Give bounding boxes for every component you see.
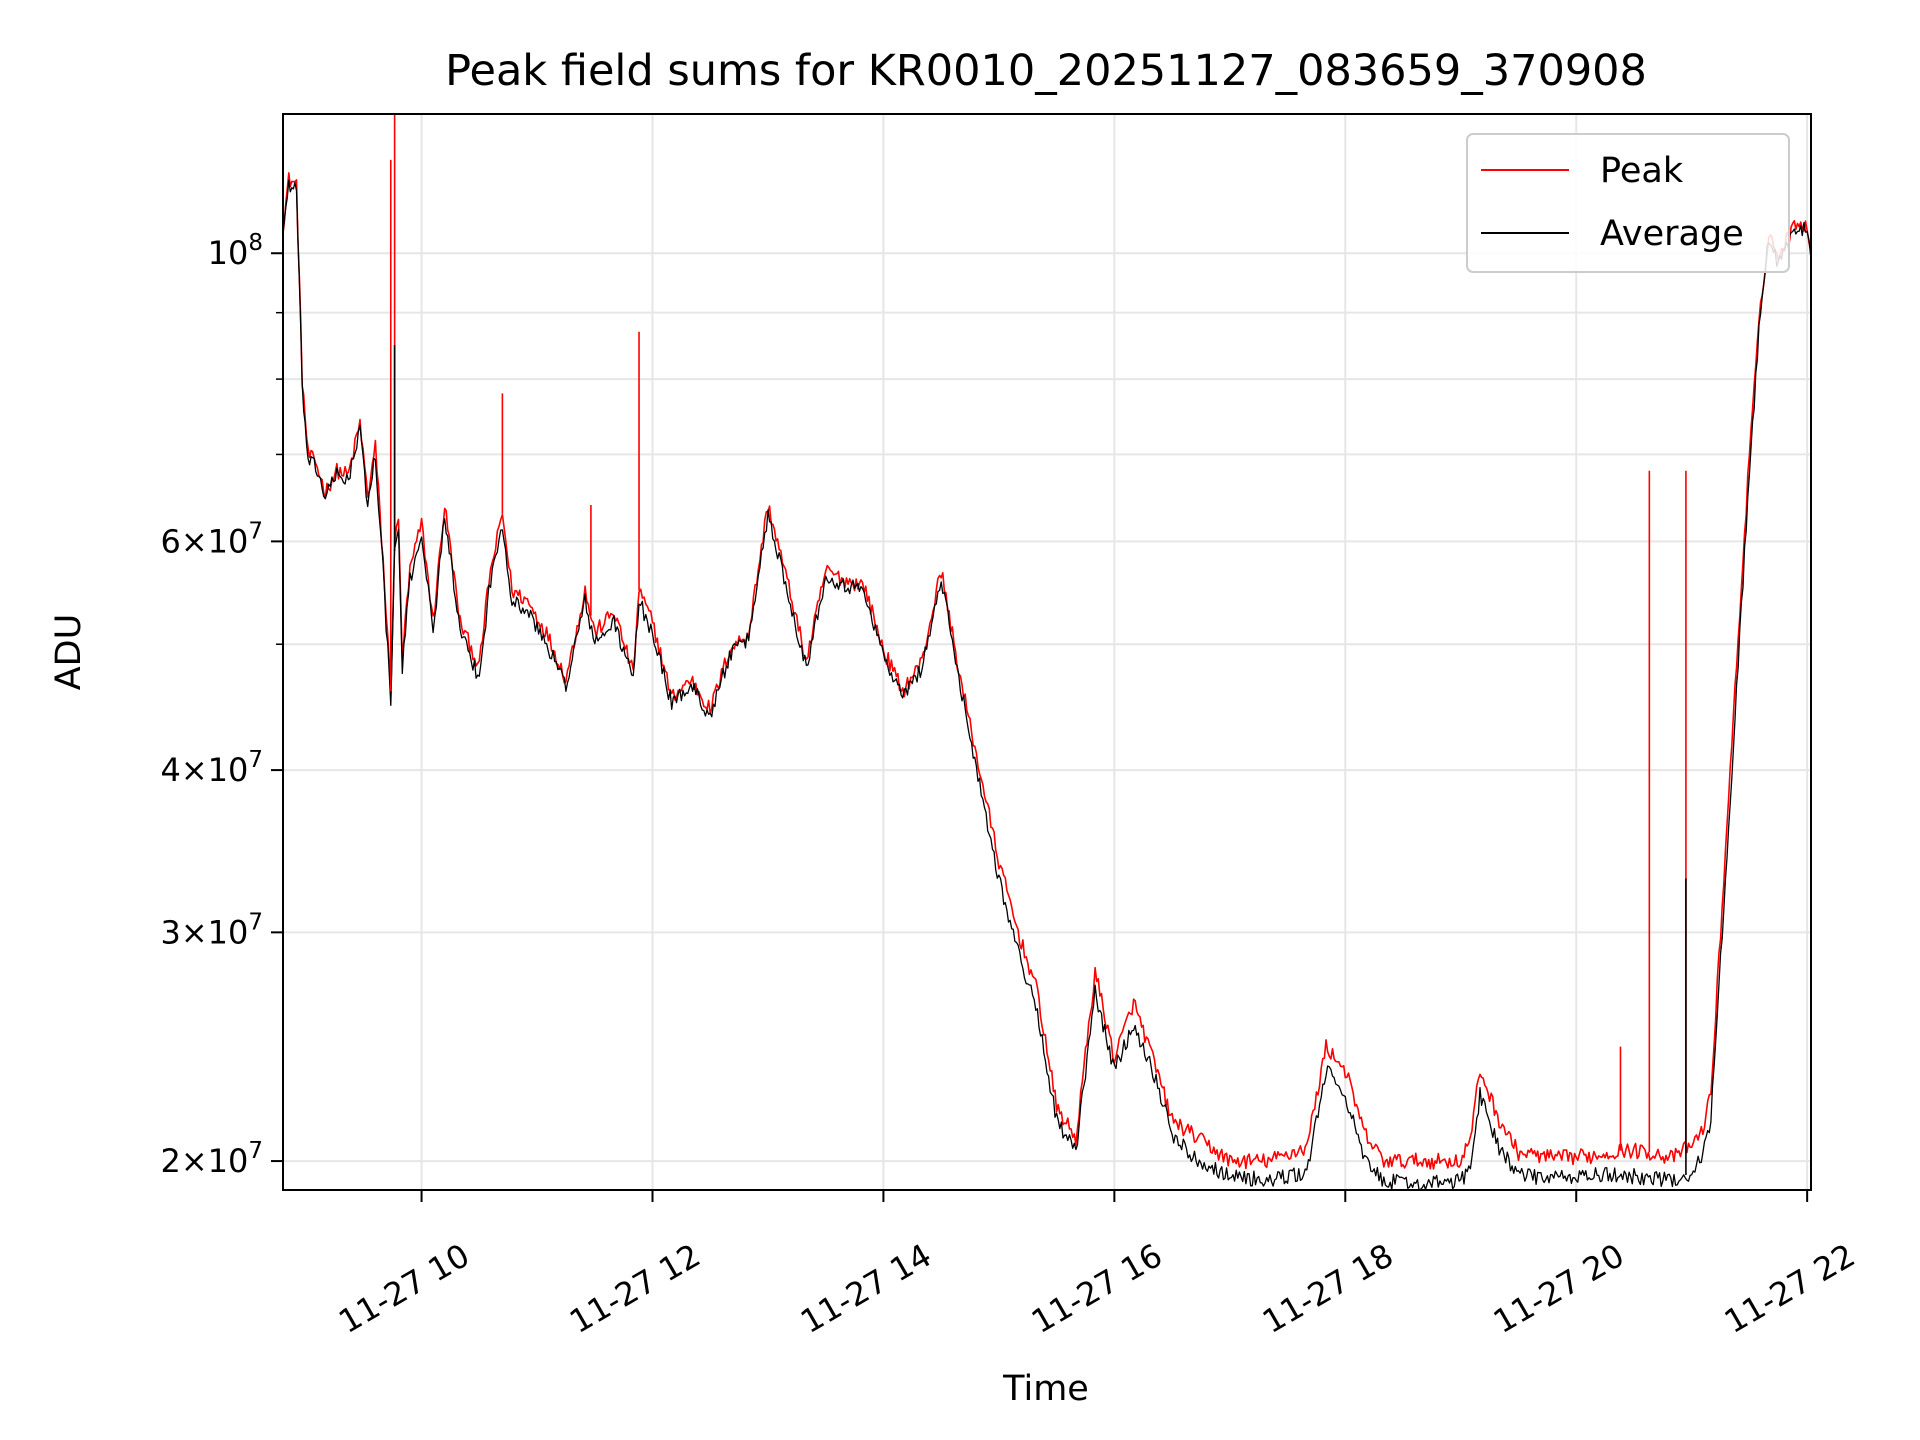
legend-label-peak: Peak <box>1600 151 1684 191</box>
series-line-average <box>283 179 1811 1190</box>
y-axis: 2×107 3×107 4×107 6×107 108 <box>160 230 283 1180</box>
y-axis-label: ADU <box>49 614 89 691</box>
y-tick-label: 2×107 <box>160 1138 263 1180</box>
chart-title: Peak field sums for KR0010_20251127_0836… <box>445 46 1647 96</box>
plot-frame <box>282 113 1812 1191</box>
legend-label-average: Average <box>1600 214 1744 254</box>
series-line-peak <box>283 172 1811 1170</box>
y-tick-label: 108 <box>208 230 263 272</box>
legend: Peak Average <box>1466 133 1790 273</box>
x-axis-label: Time <box>1002 1369 1089 1409</box>
y-tick-label: 4×107 <box>160 747 263 789</box>
grid <box>283 114 1811 1190</box>
series-layer <box>283 114 1811 1190</box>
y-tick-label: 3×107 <box>160 909 263 951</box>
legend-box <box>1466 133 1790 273</box>
y-tick-label: 6×107 <box>160 518 263 560</box>
